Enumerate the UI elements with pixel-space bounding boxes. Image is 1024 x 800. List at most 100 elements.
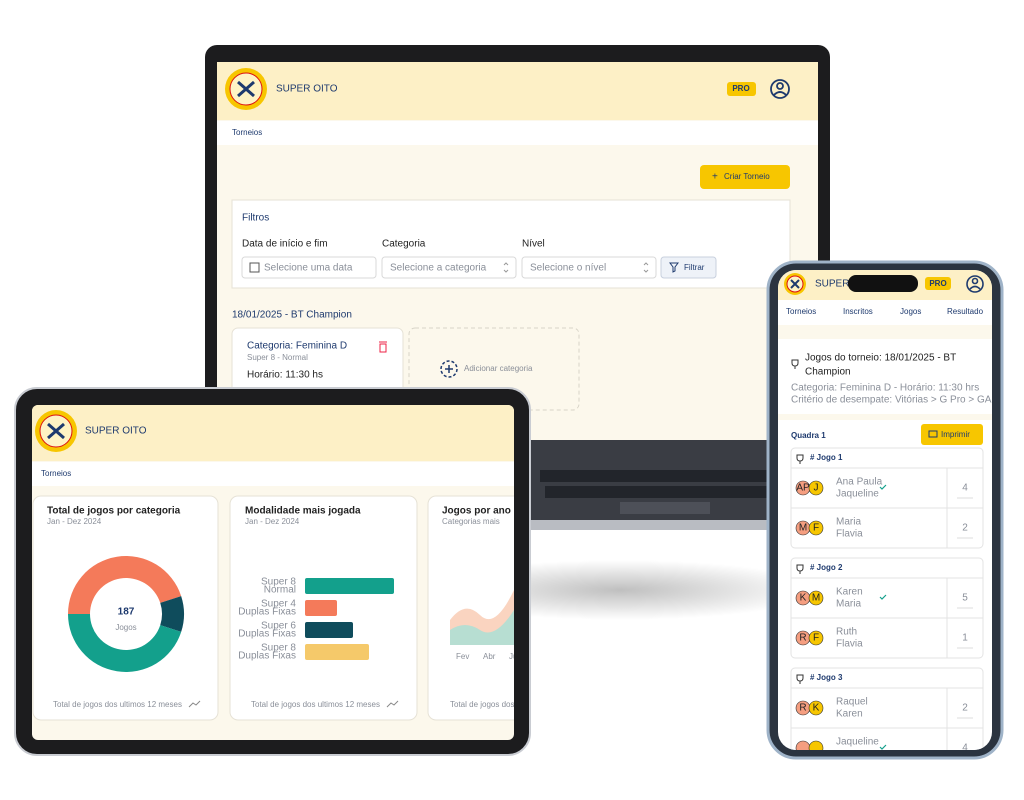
add-text[interactable]: Adicionar categoria (464, 364, 533, 373)
user-icon[interactable] (966, 275, 984, 293)
avatar-initials: AP (796, 483, 810, 494)
court: Quadra 1 (791, 431, 826, 440)
trophy (791, 359, 799, 369)
category-subtitle: Super 8 - Normal (247, 353, 308, 362)
player-name: Maria (836, 599, 861, 610)
bar-label: Normal (264, 585, 296, 596)
bar-label: Super 6 (261, 621, 296, 632)
input[interactable] (241, 256, 377, 279)
card (32, 495, 219, 721)
x-label: Abr (483, 652, 496, 661)
area (450, 610, 514, 645)
winner-check (879, 484, 887, 490)
game-card (790, 447, 984, 549)
trend-icon (188, 700, 201, 708)
avatar (808, 630, 824, 646)
nav-link[interactable]: Torneios (232, 128, 262, 137)
avatar (808, 590, 824, 606)
placeholder: Selecione o nível (530, 263, 606, 274)
tab[interactable]: Torneios (786, 307, 816, 316)
print-text[interactable]: Imprimir (941, 430, 970, 439)
logo (225, 68, 267, 110)
player-name: Ruth (836, 627, 857, 638)
bar-label: Super 8 (261, 577, 296, 588)
trophy (796, 674, 804, 684)
donut-label: Jogos (115, 623, 136, 632)
category-title: Categoria: Feminina D (247, 341, 347, 352)
avatar-initials: J (814, 483, 819, 494)
field-label: Data de início e fim (242, 239, 328, 250)
card-subtitle: Jan - Dez 2024 (245, 517, 300, 526)
game-title: # Jogo 1 (810, 453, 843, 462)
avatar-initials: M (799, 523, 807, 534)
avatar-initials: R (799, 703, 806, 714)
nav-link[interactable]: Torneios (41, 469, 71, 478)
tablet-screen: SUPER OITO Torneios Total de jogos por c… (32, 405, 579, 740)
heading: Jogos do torneio: 18/01/2025 - BT (805, 353, 956, 364)
donut-slice (68, 556, 182, 614)
trophy (796, 454, 804, 464)
bar-label: Duplas Fixas (238, 651, 296, 662)
avatar (808, 700, 824, 716)
laptop-screen: SUPER OITO PRO Torneios + Criar Torneio … (217, 62, 818, 440)
input[interactable] (521, 256, 657, 279)
tab[interactable]: Jogos (900, 307, 921, 316)
score: 1 (962, 633, 968, 644)
badge (727, 82, 756, 96)
game-card (790, 557, 984, 659)
player-name: Karen (836, 709, 863, 720)
card-subtitle: Categorias mais (442, 517, 500, 526)
player-name: Raquel (836, 697, 868, 708)
card-title: Modalidade mais jogada (245, 506, 361, 517)
game-card (790, 667, 984, 750)
tab[interactable]: Resultado (947, 307, 984, 316)
create-button[interactable] (700, 165, 790, 189)
input[interactable] (381, 256, 517, 279)
plus: + (712, 172, 718, 183)
bar-label: Super 8 (261, 643, 296, 654)
bar (305, 578, 394, 594)
filter-text[interactable]: Filtrar (684, 263, 705, 272)
filter-button[interactable] (660, 256, 717, 279)
avatar-initials: F (813, 523, 819, 534)
card (427, 495, 514, 721)
bar (305, 600, 337, 616)
calendar-icon (249, 262, 260, 273)
print-icon (928, 430, 938, 438)
avatar-initials: K (813, 703, 820, 714)
player-name: Flavia (836, 639, 863, 650)
bar-label: Duplas Fixas (238, 629, 296, 640)
notch (848, 275, 918, 292)
add-plus (445, 365, 453, 373)
user-icon[interactable] (770, 79, 790, 99)
chevron-icon (643, 262, 649, 273)
x-label: Fev (456, 652, 469, 661)
card-footer: Total de jogos dos ultimos 12 meses (450, 700, 579, 709)
card-subtitle: Jan - Dez 2024 (47, 517, 102, 526)
score: 2 (962, 703, 968, 714)
filters-title: Filtros (242, 213, 269, 224)
tab[interactable]: Inscritos (843, 307, 873, 316)
category-info: Categoria: Feminina D - Horário: 11:30 h… (791, 383, 979, 394)
badge-text: PRO (929, 279, 946, 288)
logo (35, 410, 77, 452)
field-label: Categoria (382, 239, 426, 250)
brand: SUPER OITO (815, 279, 877, 290)
x-label: Jun (509, 652, 522, 661)
score: 4 (962, 743, 968, 754)
trend-icon (386, 700, 399, 708)
placeholder: Selecione uma data (264, 263, 353, 274)
winner-check (879, 744, 887, 750)
card-title: Total de jogos por categoria (47, 506, 181, 517)
print-button[interactable] (921, 424, 983, 445)
donut-slice (160, 596, 184, 632)
delete-icon[interactable] (379, 341, 387, 353)
avatar-initials: M (812, 593, 820, 604)
bar-label: Duplas Fixas (238, 607, 296, 618)
create-text[interactable]: Criar Torneio (724, 172, 770, 181)
filter-icon (669, 262, 679, 273)
trophy (796, 564, 804, 574)
avatar (808, 740, 824, 750)
card-footer: Total de jogos dos ultimos 12 meses (251, 700, 380, 709)
bar-label: Super 4 (261, 599, 296, 610)
